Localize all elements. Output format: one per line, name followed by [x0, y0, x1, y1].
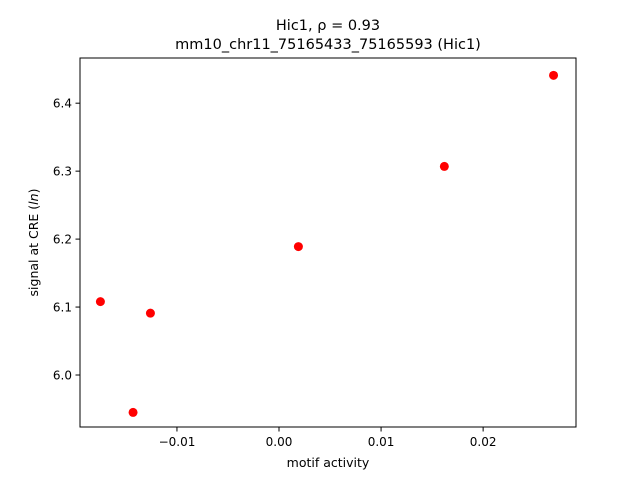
x-tick-label: 0.01 [368, 435, 395, 449]
chart-title: Hic1, ρ = 0.93 [276, 18, 380, 34]
data-point [128, 407, 138, 417]
data-point [145, 308, 155, 318]
y-tick-label: 6.3 [53, 164, 72, 178]
axes-frame [79, 57, 577, 428]
y-axis-label: signal at CRE (ln) [26, 189, 41, 297]
y-tick-label: 6.2 [53, 232, 72, 246]
data-point [293, 242, 303, 252]
plot-area: −0.01 0.00 0.01 0.02 6.0 6.1 6.2 6.3 6.4 [53, 70, 559, 449]
x-axis-label: motif activity [287, 455, 370, 470]
y-tick-label: 6.1 [53, 300, 72, 314]
data-point [95, 297, 105, 307]
y-tick-label: 6.4 [53, 96, 72, 110]
data-point [549, 70, 559, 80]
chart-subtitle: mm10_chr11_75165433_75165593 (Hic1) [175, 37, 481, 53]
x-tick-label: −0.01 [159, 435, 196, 449]
x-tick-label: 0.00 [266, 435, 293, 449]
data-point [439, 161, 449, 171]
x-tick-label: 0.02 [470, 435, 497, 449]
y-tick-label: 6.0 [53, 368, 72, 382]
